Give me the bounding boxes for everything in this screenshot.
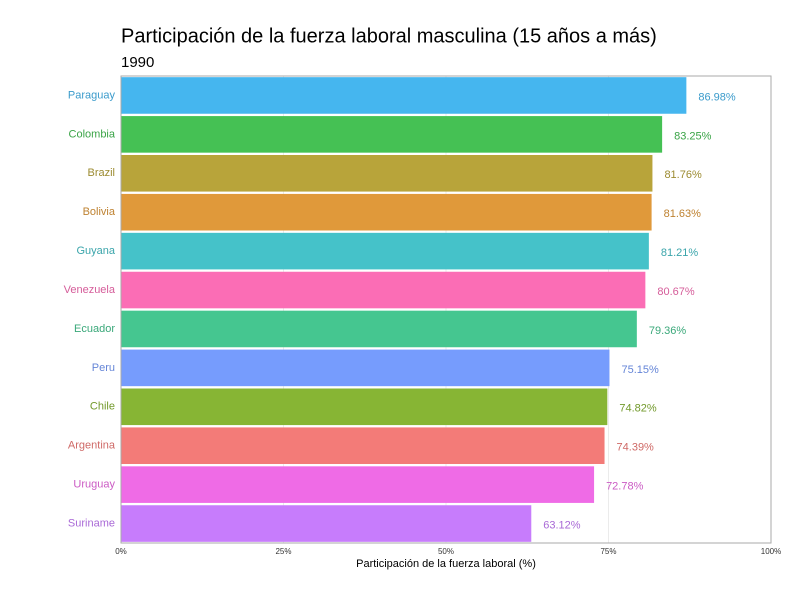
value-label: 86.98% <box>698 91 736 103</box>
x-tick-label: 25% <box>275 547 291 556</box>
y-tick-label: Colombia <box>69 128 116 140</box>
plot-border <box>120 75 772 544</box>
y-tick-label: Brazil <box>87 167 115 179</box>
bar <box>121 505 532 542</box>
bar <box>121 310 637 348</box>
bar <box>121 77 687 114</box>
value-label: 74.39% <box>617 442 655 454</box>
value-label: 81.21% <box>661 247 699 259</box>
bar <box>121 193 652 231</box>
bar <box>121 388 608 426</box>
y-tick-label: Paraguay <box>68 89 116 101</box>
chart-subtitle: 1990 <box>121 54 154 71</box>
x-tick-label: 75% <box>600 547 616 556</box>
value-label: 74.82% <box>619 403 657 415</box>
x-tick-label: 0% <box>115 547 127 556</box>
value-label: 63.12% <box>543 519 581 531</box>
y-tick-label: Suriname <box>68 517 115 529</box>
y-tick-label: Uruguay <box>73 479 115 491</box>
bar <box>121 466 595 503</box>
bar <box>121 155 653 192</box>
bar <box>121 232 649 270</box>
bar <box>121 116 663 153</box>
y-tick-label: Argentina <box>68 440 116 452</box>
y-tick-label: Chile <box>90 401 115 413</box>
x-tick-label: 100% <box>761 547 781 556</box>
y-tick-label: Guyana <box>76 245 115 257</box>
value-label: 81.76% <box>664 169 702 181</box>
y-tick-label: Venezuela <box>64 284 116 296</box>
bar <box>121 271 646 309</box>
x-axis-label: Participación de la fuerza laboral (%) <box>356 558 536 570</box>
value-label: 72.78% <box>606 481 644 493</box>
value-label: 79.36% <box>649 325 687 337</box>
value-label: 80.67% <box>657 286 695 298</box>
bar <box>121 349 610 387</box>
value-label: 83.25% <box>674 130 712 142</box>
y-tick-label: Bolivia <box>83 206 116 218</box>
bar <box>121 427 605 464</box>
y-tick-label: Ecuador <box>74 323 115 335</box>
value-label: 75.15% <box>621 364 659 376</box>
value-label: 81.63% <box>664 208 702 220</box>
x-tick-label: 50% <box>438 547 454 556</box>
y-tick-label: Peru <box>92 362 115 374</box>
chart-title: Participación de la fuerza laboral mascu… <box>121 25 657 47</box>
